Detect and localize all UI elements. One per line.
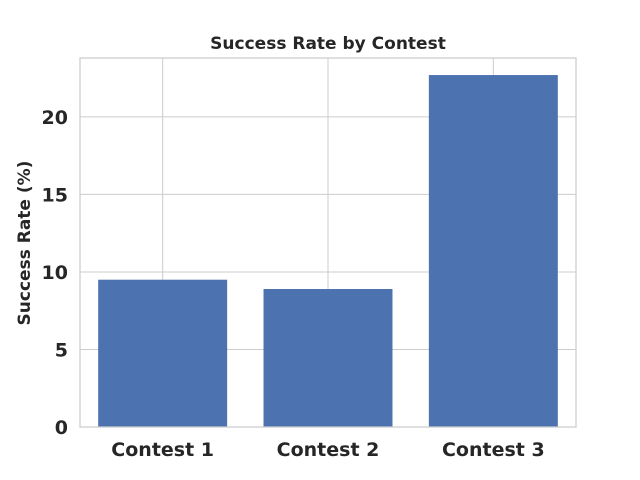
y-axis-label: Success Rate (%) <box>15 161 35 326</box>
y-tick-label: 0 <box>55 417 68 439</box>
x-tick-label: Contest 2 <box>277 439 380 461</box>
y-tick-label: 5 <box>55 339 68 361</box>
bar <box>428 75 558 427</box>
bar <box>98 279 228 427</box>
plot-area-frame <box>79 57 577 428</box>
chart-title: Success Rate by Contest <box>210 34 446 54</box>
bar <box>263 289 393 427</box>
bars <box>98 75 558 427</box>
x-tick-label: Contest 3 <box>442 439 545 461</box>
y-tick-label: 15 <box>42 184 68 206</box>
y-tick-label: 10 <box>42 262 68 284</box>
x-tick-label: Contest 1 <box>111 439 214 461</box>
y-tick-label: 20 <box>42 107 68 129</box>
x-tick-labels: Contest 1 Contest 2 Contest 3 <box>111 439 544 461</box>
y-tick-labels: 0 5 10 15 20 <box>42 107 68 439</box>
